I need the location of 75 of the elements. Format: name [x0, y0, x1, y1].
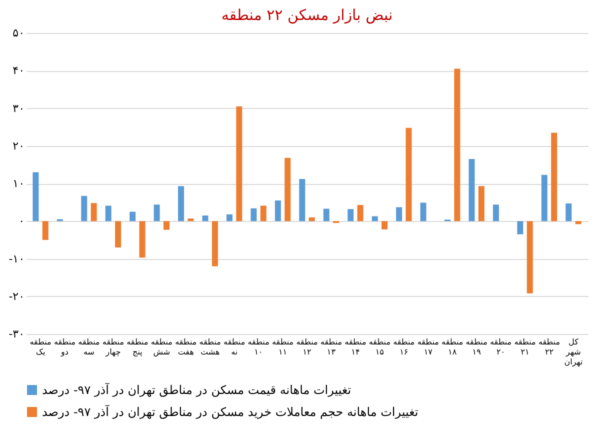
bar: [226, 214, 232, 222]
bar: [348, 209, 354, 222]
bar: [420, 202, 426, 222]
bar: [139, 221, 146, 258]
x-tick-label: منطقه ۱۵: [368, 338, 390, 356]
y-tick-label: ۱۰: [12, 177, 24, 190]
y-tick-label: ۰: [18, 214, 24, 228]
bar: [154, 204, 160, 222]
bar: [492, 204, 499, 222]
bar: [130, 212, 136, 222]
x-tick-label: کل شهر تهران: [564, 338, 583, 366]
bar: [202, 215, 208, 222]
bar: [468, 159, 475, 222]
x-tick-label: منطقه ۱۳: [320, 338, 342, 356]
bar: [274, 200, 281, 222]
bar: [212, 221, 218, 266]
bar: [478, 186, 484, 222]
y-tick-label: -۳۰: [8, 328, 24, 340]
bar: [454, 68, 460, 222]
bar: [250, 208, 257, 222]
x-tick-label: منطقه سه: [78, 338, 100, 356]
bar: [90, 203, 97, 222]
bar: [551, 132, 558, 222]
bar: [372, 216, 378, 222]
bar: [164, 221, 170, 230]
x-tick-label: منطقه ۱۹: [466, 338, 488, 356]
bar: [188, 218, 194, 222]
x-tick-label: منطقه ۱۷: [417, 338, 439, 356]
x-tick-label: منطقه یک: [30, 338, 52, 356]
chart-title: نبض بازار مسکن ۲۲ منطقه: [221, 6, 393, 24]
bar: [575, 221, 582, 224]
x-tick-label: منطقه دو: [54, 338, 76, 356]
bar: [323, 208, 330, 222]
bar: [357, 204, 364, 222]
bar: [42, 221, 48, 240]
x-tick-label: منطقه ۱۴: [344, 338, 366, 356]
bar: [105, 206, 112, 222]
bar: [396, 207, 402, 222]
bar: [406, 128, 412, 222]
bar: [566, 203, 572, 222]
bar: [517, 221, 524, 234]
x-tick-label: منطقه هفت: [175, 338, 197, 356]
x-tick-label: منطقه ۱۰: [248, 338, 270, 356]
legend-label: تغییرات ماهانه قیمت مسکن در مناطق تهران در آذر ۹۷- درصد: [42, 382, 352, 397]
x-tick-label: منطقه ۲۰: [490, 338, 512, 356]
x-tick-label: منطقه ۱۱: [272, 338, 294, 356]
x-tick-label: منطقه پنج: [126, 338, 148, 356]
bar: [526, 221, 533, 294]
bar: [382, 221, 388, 230]
x-tick-label: منطقه ۱۸: [442, 338, 464, 356]
bar: [308, 217, 315, 222]
x-tick-label: منطقه ۱۲: [296, 338, 318, 356]
bar: [32, 172, 39, 222]
bar: [178, 186, 184, 222]
legend-label: تغییرات ماهانه حجم معاملات خرید مسکن در مناطق تهران در آذر ۹۷- درصد: [42, 404, 418, 419]
x-tick-label: منطقه ۲۲: [538, 338, 560, 356]
bar: [299, 178, 306, 222]
x-tick-label: منطقه چهار: [102, 338, 124, 356]
bar: [541, 174, 548, 222]
y-tick-label: ۳۰: [12, 102, 24, 115]
x-tick-label: منطقه شش: [150, 338, 172, 356]
x-tick-label: منطقه هشت: [199, 338, 221, 356]
y-tick-label: ۵۰: [12, 26, 24, 40]
bar: [115, 221, 122, 248]
x-tick-label: منطقه ۱۶: [393, 338, 415, 356]
x-tick-label: منطقه ۲۱: [514, 338, 536, 356]
y-tick-label: ۲۰: [12, 139, 24, 152]
bar: [81, 196, 88, 222]
x-tick-label: منطقه نه: [224, 338, 246, 356]
bar: [260, 206, 266, 222]
bar: [236, 106, 242, 222]
y-tick-label: -۲۰: [8, 290, 24, 303]
y-tick-label: ۴۰: [12, 64, 24, 78]
y-tick-label: -۱۰: [8, 252, 24, 266]
bar: [284, 158, 291, 222]
